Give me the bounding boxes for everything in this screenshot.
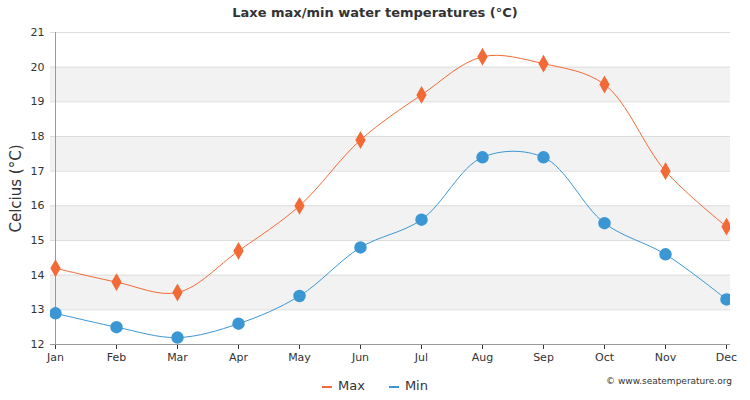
svg-text:21: 21 <box>31 26 45 39</box>
svg-text:Dec: Dec <box>716 351 737 364</box>
svg-text:May: May <box>288 351 311 364</box>
html-text:Max: Max <box>338 378 365 393</box>
svg-text:Jan: Jan <box>46 351 64 364</box>
svg-text:Jun: Jun <box>351 351 369 364</box>
svg-text:Jul: Jul <box>414 351 428 364</box>
svg-text:Aug: Aug <box>472 351 493 364</box>
svg-text:14: 14 <box>31 269 45 282</box>
svg-text:13: 13 <box>31 303 45 316</box>
svg-text:Celcius (°C): Celcius (°C) <box>7 144 25 232</box>
svg-text:19: 19 <box>31 95 45 108</box>
svg-text:12: 12 <box>31 338 45 351</box>
svg-text:Nov: Nov <box>655 351 677 364</box>
html-text:© www.seatemperature.org: © www.seatemperature.org <box>606 376 732 386</box>
svg-text:Feb: Feb <box>107 351 126 364</box>
svg-text:18: 18 <box>31 130 45 143</box>
svg-text:Oct: Oct <box>595 351 615 364</box>
svg-text:Apr: Apr <box>229 351 249 364</box>
svg-text:Mar: Mar <box>167 351 188 364</box>
svg-text:15: 15 <box>31 234 45 247</box>
svg-text:17: 17 <box>31 165 45 178</box>
svg-text:Sep: Sep <box>533 351 554 364</box>
html-text:Laxe max/min water temperature: Laxe max/min water temperatures (°C) <box>232 5 518 20</box>
svg-text:20: 20 <box>31 61 45 74</box>
svg-text:16: 16 <box>31 199 45 212</box>
html-text:Min: Min <box>404 378 428 393</box>
